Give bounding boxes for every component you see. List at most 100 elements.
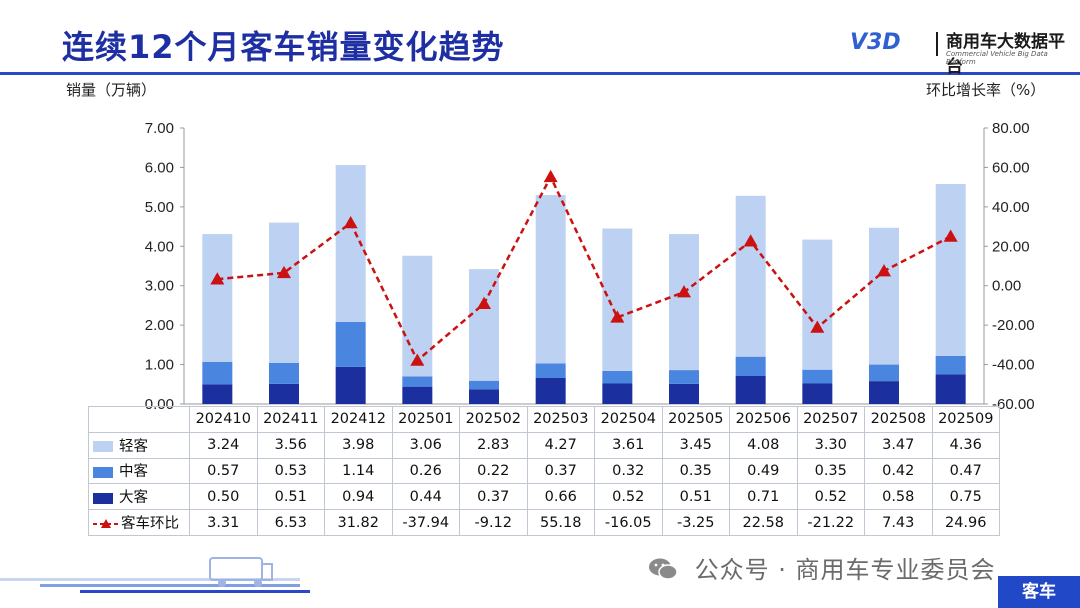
bar-轻客 bbox=[602, 228, 633, 371]
table-header-row: 202410 202411 202412 202501 202502 202503 2025… bbox=[88, 406, 1000, 433]
bar-大客 bbox=[469, 389, 499, 404]
data-label: 0.22 bbox=[459, 457, 528, 485]
data-label: 24.96 bbox=[931, 509, 1000, 536]
data-label: -9.12 bbox=[459, 509, 528, 536]
data-label: 0.75 bbox=[931, 483, 1000, 511]
legend-entry: 中客 bbox=[88, 457, 190, 485]
data-label: 3.47 bbox=[864, 431, 933, 459]
data-label: 2.83 bbox=[459, 431, 528, 459]
y-tick-label: 5.00 bbox=[145, 199, 174, 216]
data-label: 0.51 bbox=[256, 483, 325, 511]
data-label: 3.98 bbox=[324, 431, 393, 459]
legend-label: 客车环比 bbox=[121, 516, 179, 533]
legend-line-swatch bbox=[93, 519, 119, 529]
logo-subtext: Commercial Vehicle Big Data Platform bbox=[946, 50, 1048, 66]
data-label: 0.49 bbox=[729, 457, 798, 485]
y-tick-label: 4.00 bbox=[145, 238, 174, 255]
x-tick-label: 202503 bbox=[526, 406, 595, 433]
data-label: 3.06 bbox=[391, 431, 460, 459]
y2-tick-label: 40.00 bbox=[992, 199, 1030, 216]
line-point-marker bbox=[610, 310, 625, 323]
bar-轻客 bbox=[202, 234, 233, 362]
data-label: 0.26 bbox=[391, 457, 460, 485]
data-label: -16.05 bbox=[594, 509, 663, 536]
data-label: 0.37 bbox=[459, 483, 528, 511]
line-point-marker bbox=[943, 229, 958, 242]
table-row: 中客 0.57 0.53 1.14 0.26 0.22 0.37 0.32 0.35 0.49 0.… bbox=[88, 457, 1000, 485]
table-row: 大客 0.50 0.51 0.94 0.44 0.37 0.66 0.52 0.51 0.71 0.… bbox=[88, 483, 1000, 511]
line-point-marker bbox=[410, 353, 425, 366]
y2-tick-label: 60.00 bbox=[992, 159, 1030, 176]
y2-tick-label: 80.00 bbox=[992, 120, 1030, 137]
x-tick-label: 202505 bbox=[661, 406, 730, 433]
bar-中客 bbox=[402, 376, 433, 387]
logo-mark-icon: V3D bbox=[850, 30, 901, 55]
data-label: 0.52 bbox=[594, 483, 663, 511]
line-point-marker bbox=[477, 296, 491, 309]
bar-中客 bbox=[602, 370, 633, 384]
bar-中客 bbox=[535, 363, 566, 378]
bar-大客 bbox=[869, 381, 899, 404]
data-label: 6.53 bbox=[256, 509, 325, 536]
line-point-marker bbox=[210, 272, 225, 285]
bar-大客 bbox=[802, 383, 833, 404]
data-label: 0.58 bbox=[864, 483, 933, 511]
data-label: -37.94 bbox=[391, 509, 460, 536]
bar-中客 bbox=[269, 362, 299, 384]
y2-tick-label: 20.00 bbox=[992, 238, 1030, 255]
legend-entry: 轻客 bbox=[88, 431, 190, 459]
bar-大客 bbox=[202, 384, 233, 404]
x-tick-label: 202507 bbox=[796, 406, 865, 433]
data-label: 3.31 bbox=[189, 509, 258, 536]
data-label: 0.66 bbox=[526, 483, 595, 511]
line-point-marker bbox=[343, 215, 358, 229]
x-tick-label: 202412 bbox=[324, 406, 393, 433]
x-tick-label: 202508 bbox=[864, 406, 933, 433]
legend-swatch bbox=[93, 441, 113, 453]
x-tick-label: 202501 bbox=[391, 406, 460, 433]
bar-大客 bbox=[402, 386, 433, 404]
bar-轻客 bbox=[669, 234, 699, 371]
wechat-account-text: 公众号 · 商用车专业委员会 bbox=[694, 556, 996, 584]
bar-轻客 bbox=[469, 269, 499, 381]
data-label: 3.24 bbox=[189, 431, 258, 459]
bar-中客 bbox=[935, 355, 966, 375]
table-corner-cell bbox=[88, 406, 190, 433]
data-label: 0.44 bbox=[391, 483, 460, 511]
bar-轻客 bbox=[935, 183, 966, 356]
legend-label: 大客 bbox=[119, 490, 148, 507]
line-series-path bbox=[217, 174, 952, 363]
legend-label: 轻客 bbox=[119, 438, 148, 455]
y-tick-label: 2.00 bbox=[145, 317, 174, 334]
data-label: 0.35 bbox=[661, 457, 730, 485]
data-label: 0.71 bbox=[729, 483, 798, 511]
data-label: 0.35 bbox=[796, 457, 865, 485]
data-table: 202410 202411 202412 202501 202502 202503 2025… bbox=[88, 406, 1000, 536]
bar-轻客 bbox=[535, 195, 566, 364]
data-label: 0.50 bbox=[189, 483, 258, 511]
data-label: 4.08 bbox=[729, 431, 798, 459]
line-point-marker bbox=[543, 169, 558, 183]
y-tick-label: 1.00 bbox=[145, 357, 174, 374]
line-point-marker bbox=[743, 234, 758, 247]
bar-大客 bbox=[335, 366, 366, 404]
bar-中客 bbox=[735, 356, 766, 377]
legend-swatch bbox=[93, 466, 113, 478]
platform-logo: V3D 商用车大数据平台 Commercial Vehicle Big Data… bbox=[850, 26, 1070, 77]
legend-entry: 大客 bbox=[88, 483, 190, 511]
bar-大客 bbox=[535, 377, 566, 404]
x-tick-label: 202504 bbox=[594, 406, 663, 433]
y2-axis-label: 环比增长率（%） bbox=[926, 81, 1046, 99]
data-label: 55.18 bbox=[526, 509, 595, 536]
category-tag: 客车 bbox=[998, 576, 1080, 608]
y-tick-label: 3.00 bbox=[145, 278, 174, 295]
logo-text: 商用车大数据平台 bbox=[946, 32, 1065, 77]
legend-entry: 客车环比 bbox=[88, 509, 190, 536]
data-label: 4.27 bbox=[526, 431, 595, 459]
bar-中客 bbox=[202, 361, 233, 385]
data-label: -3.25 bbox=[661, 509, 730, 536]
data-label: -21.22 bbox=[796, 509, 865, 536]
page-title: 连续12个月客车销量变化趋势 bbox=[62, 28, 505, 66]
x-tick-label: 202509 bbox=[931, 406, 1000, 433]
